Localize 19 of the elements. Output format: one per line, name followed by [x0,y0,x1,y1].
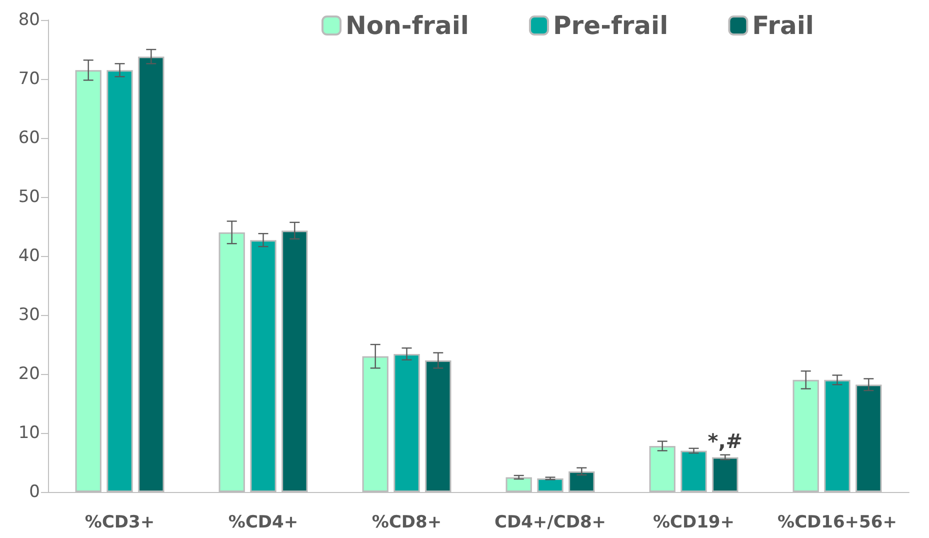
y-tick-label: 10 [18,423,40,443]
y-tick-label: 70 [18,69,40,89]
legend-label: Pre-frail [552,11,668,40]
y-tick-label: 50 [18,187,40,207]
y-tick-label: 0 [29,482,40,502]
x-tick-label: %CD4+ [228,512,298,532]
y-tick-label: 40 [18,246,40,266]
x-tick-label: %CD19+ [652,512,735,532]
x-tick-label: %CD16+56+ [778,512,897,532]
x-tick-label: %CD8+ [372,512,442,532]
annotation: *,# [708,428,743,453]
x-tick-label: %CD3+ [84,512,155,532]
x-tick-label: CD4+/CD8+ [494,512,606,532]
y-tick-label: 30 [18,305,40,325]
y-tick-label: 60 [18,128,40,148]
y-tick-label: 20 [18,364,40,384]
legend-label: Non-frail [346,11,469,40]
legend-label: Frail [752,11,814,40]
y-tick-label: 80 [18,10,40,30]
